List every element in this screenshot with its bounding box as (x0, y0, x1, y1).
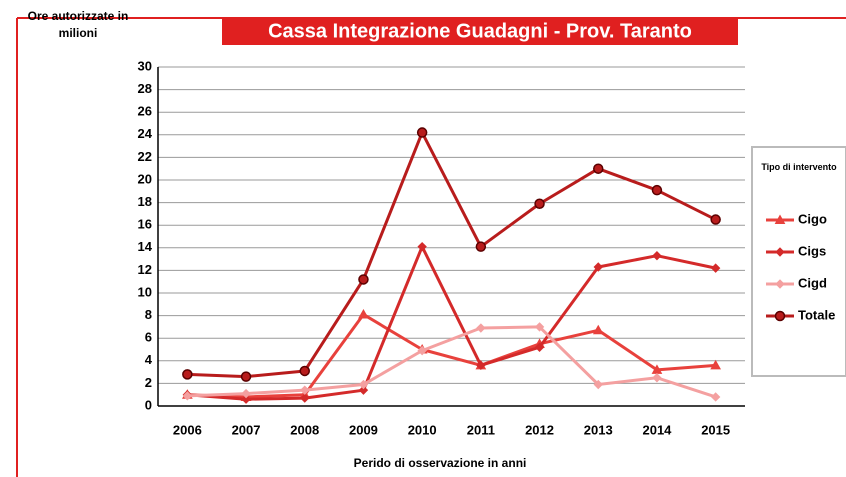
y-tick-label: 22 (138, 149, 152, 164)
y-tick-label: 24 (138, 126, 153, 141)
x-tick-label: 2009 (349, 422, 378, 437)
data-point (710, 214, 721, 225)
x-tick-label: 2015 (701, 422, 730, 437)
data-point (710, 359, 722, 370)
x-tick-label: 2007 (232, 422, 261, 437)
data-point (417, 345, 427, 356)
y-tick-label: 20 (138, 171, 152, 186)
data-point (182, 391, 193, 401)
data-point (358, 274, 369, 285)
y-axis-label: Ore autorizzate in milioni (27, 9, 129, 40)
title-box (222, 17, 738, 45)
y-tick-label: 26 (138, 104, 152, 119)
series-line (187, 131, 717, 379)
chart-title: Cassa Integrazione Guadagni - Prov. Tara… (268, 20, 692, 42)
data-point (593, 262, 603, 272)
legend-label: Cigd (798, 275, 827, 290)
data-point (592, 324, 604, 335)
x-tick-label: 2006 (173, 422, 202, 437)
data-point (182, 369, 193, 380)
data-point (300, 393, 310, 403)
data-point (475, 241, 487, 252)
y-tick-label: 12 (138, 262, 152, 277)
data-point (417, 241, 427, 252)
data-point (593, 379, 603, 390)
legend-marker (775, 279, 785, 289)
data-point (358, 385, 369, 395)
legend-label: Cigs (798, 243, 826, 258)
legend-label: Totale (798, 307, 835, 322)
data-point (241, 388, 251, 399)
series-line (187, 325, 717, 399)
legend-marker (774, 310, 786, 322)
series-line (187, 245, 716, 401)
data-point (652, 251, 662, 261)
y-tick-label: 18 (138, 194, 152, 209)
y-tick-label: 14 (138, 239, 153, 254)
data-point (593, 163, 604, 174)
x-tick-label: 2014 (642, 422, 672, 437)
y-tick-label: 16 (138, 217, 152, 232)
data-point (416, 127, 428, 138)
y-tick-label: 2 (145, 375, 152, 390)
data-point (476, 323, 486, 333)
legend-title: Tipo di intervento (761, 162, 837, 172)
data-point (358, 308, 369, 319)
y-tick-label: 6 (145, 330, 152, 345)
y-tick-label: 0 (145, 397, 152, 412)
legend-marker (774, 214, 786, 224)
y-tick-label: 30 (138, 58, 152, 73)
x-tick-label: 2010 (408, 422, 437, 437)
y-tick-label: 8 (145, 307, 152, 322)
data-point (710, 392, 721, 402)
y-tick-label: 4 (145, 352, 153, 367)
data-point (710, 263, 721, 273)
data-point (534, 198, 545, 209)
x-tick-label: 2013 (584, 422, 613, 437)
legend-marker (775, 247, 785, 257)
data-point (300, 385, 310, 395)
legend-box (751, 146, 846, 377)
data-point (241, 394, 251, 404)
legend-label: Cigo (798, 211, 827, 226)
data-point (534, 342, 545, 352)
data-point (476, 360, 486, 371)
y-tick-label: 28 (138, 81, 152, 96)
data-point (358, 379, 369, 390)
x-tick-label: 2008 (290, 422, 319, 437)
data-point (240, 371, 252, 382)
data-point (534, 322, 545, 332)
y-tick-label: 10 (138, 284, 152, 299)
x-tick-label: 2011 (467, 422, 495, 437)
data-point (299, 365, 310, 377)
x-axis-label: Perido di osservazione in anni (354, 456, 527, 470)
series-line (187, 312, 716, 399)
x-tick-label: 2012 (525, 422, 554, 437)
data-point (651, 184, 663, 196)
data-point (652, 373, 662, 383)
